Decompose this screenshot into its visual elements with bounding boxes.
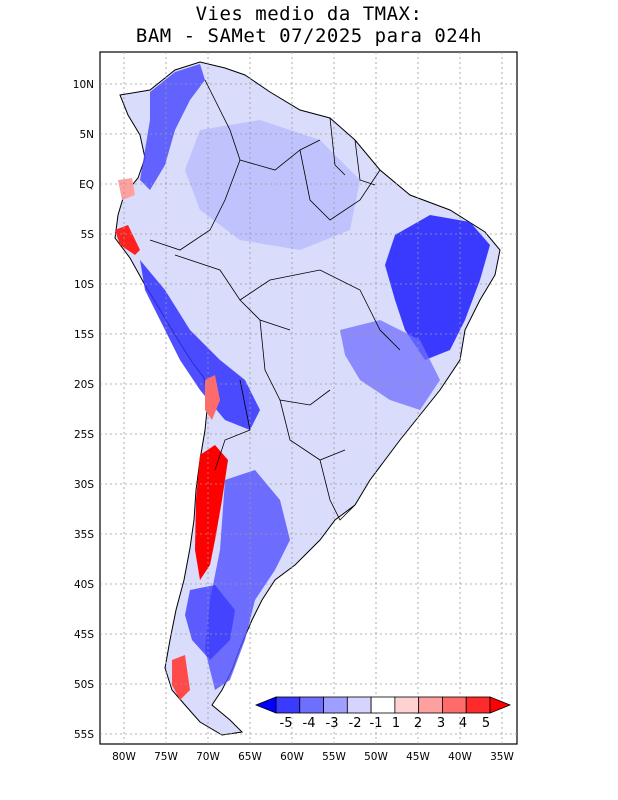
blue-bias-northeast-brazil	[385, 215, 490, 360]
colorbar-swatch	[370, 696, 396, 714]
colorbar-swatch	[299, 696, 324, 714]
lat-label: 55S	[74, 729, 94, 741]
lon-label: 60W	[280, 751, 304, 763]
lon-label: 75W	[154, 751, 178, 763]
colorbar-label: -4	[303, 716, 316, 731]
red-bias-chile	[195, 445, 228, 580]
lon-label: 80W	[112, 751, 136, 763]
colorbar-swatch	[465, 696, 491, 714]
lat-label: 40S	[74, 579, 94, 591]
lat-label: EQ	[79, 179, 94, 191]
colorbar-label: 4	[459, 716, 467, 731]
lat-label: 30S	[74, 479, 94, 491]
lon-label: 55W	[322, 751, 346, 763]
colorbar-label: -5	[280, 716, 293, 731]
blue-bias-southeast	[340, 320, 440, 410]
light-bias-amazon	[185, 120, 360, 250]
graticule	[100, 52, 517, 744]
lat-label: 10S	[74, 279, 94, 291]
lat-label: 5S	[81, 229, 95, 241]
colorbar-label: 2	[414, 716, 422, 731]
lon-label: 40W	[448, 751, 472, 763]
blue-bias-patagonia	[185, 585, 235, 660]
map-title-line-2: BAM - SAMet 07/2025 para 024h	[135, 25, 483, 47]
colorbar-swatch	[442, 696, 467, 714]
colorbar-label: -3	[326, 716, 339, 731]
colorbar-label: 1	[392, 716, 400, 731]
colorbar-swatch	[346, 696, 372, 714]
latitude-labels: 10N 5N EQ 5S 10S 15S 20S 25S 30S 35S 40S…	[73, 79, 95, 741]
lat-label: 10N	[73, 79, 94, 91]
colorbar-label: -1	[370, 716, 383, 731]
lat-label: 25S	[74, 429, 94, 441]
lat-label: 5N	[79, 129, 94, 141]
colorbar-swatch	[323, 696, 348, 714]
colorbar-label: 3	[437, 716, 445, 731]
country-borders	[149, 79, 401, 521]
lat-label: 45S	[74, 629, 94, 641]
red-bias-peru-coast	[115, 225, 140, 255]
lat-label: 15S	[74, 329, 94, 341]
blue-bias-andes-north	[140, 64, 205, 190]
map-title-line-1: Vies medio da TMAX:	[195, 3, 423, 25]
colorbar-label: -2	[349, 716, 362, 731]
lon-label: 35W	[490, 751, 514, 763]
red-bias-patagonia-chile	[172, 655, 190, 700]
lat-label: 50S	[74, 679, 94, 691]
colorbar-min-triangle	[254, 696, 277, 714]
longitude-labels: 80W 75W 70W 65W 60W 55W 50W 45W 40W 35W	[112, 751, 514, 763]
red-bias-chile-north	[205, 375, 220, 420]
blue-bias-central-andes	[140, 260, 260, 430]
colorbar-max-triangle	[489, 696, 512, 714]
red-bias-ecuador-coast	[118, 178, 135, 200]
lon-label: 45W	[406, 751, 430, 763]
lat-label: 20S	[74, 379, 94, 391]
lon-label: 70W	[196, 751, 220, 763]
colorbar-label: 5	[482, 716, 490, 731]
lon-label: 50W	[364, 751, 388, 763]
lat-label: 35S	[74, 529, 94, 541]
lon-label: 65W	[238, 751, 262, 763]
colorbar-swatch	[418, 696, 443, 714]
colorbar-swatch	[275, 696, 301, 714]
colorbar-swatch	[394, 696, 420, 714]
colorbar: -5 -4 -3 -2 -1 1 2 3 4 5	[254, 696, 512, 731]
